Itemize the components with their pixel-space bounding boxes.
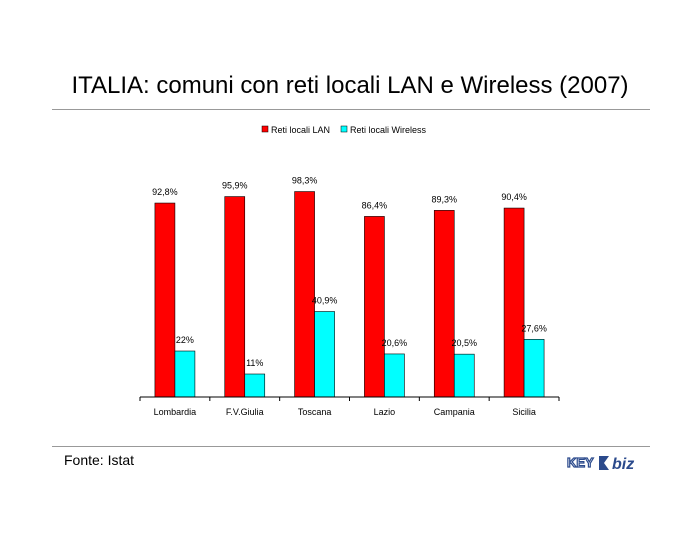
key4biz-logo: KEY biz [566,452,646,474]
bar-lan [294,191,315,398]
data-label: 20,6% [382,338,408,348]
bar-wireless [244,373,266,398]
x-tick-label: F.V.Giulia [226,407,264,417]
data-label: 11% [246,358,263,368]
data-label: 98,3% [292,176,318,186]
bar-lan [154,202,176,398]
bar-wireless [384,353,405,398]
source-note: Fonte: Istat [64,452,135,468]
legend-label-1: Reti locali Wireless [350,125,427,135]
legend-label-0: Reti locali LAN [271,125,330,135]
bar-wireless [523,339,545,398]
bar-wireless [174,350,196,398]
x-tick-label: Lombardia [154,407,197,417]
page-title: ITALIA: comuni con reti locali LAN e Wir… [71,72,629,99]
data-label: 95,9% [222,181,248,191]
bar-wireless [453,353,475,398]
footer-divider [52,446,650,447]
data-label: 92,8% [152,187,178,197]
x-tick-label: Toscana [298,407,332,417]
logo-key-text: KEY [567,455,594,470]
data-label: 22% [176,335,194,345]
bar-lan [224,196,246,398]
logo-biz-text: biz [612,456,634,473]
x-tick-label: Sicilia [512,407,536,417]
data-label: 27,6% [521,323,547,333]
bar-lan [364,216,385,398]
bar-lan [433,210,455,398]
data-label: 20,5% [451,338,477,348]
logo-arrow-icon [599,456,609,470]
x-tick-label: Campania [434,407,475,417]
data-label: 89,3% [431,194,457,204]
bar-wireless [314,311,335,398]
data-label: 86,4% [362,200,388,210]
legend-swatch-0 [261,125,269,133]
title-divider [52,109,650,110]
bar-lan [503,207,525,398]
data-label: 90,4% [501,192,527,202]
data-label: 40,9% [312,296,338,306]
x-tick-label: Lazio [374,407,396,417]
legend-swatch-1 [340,125,348,133]
